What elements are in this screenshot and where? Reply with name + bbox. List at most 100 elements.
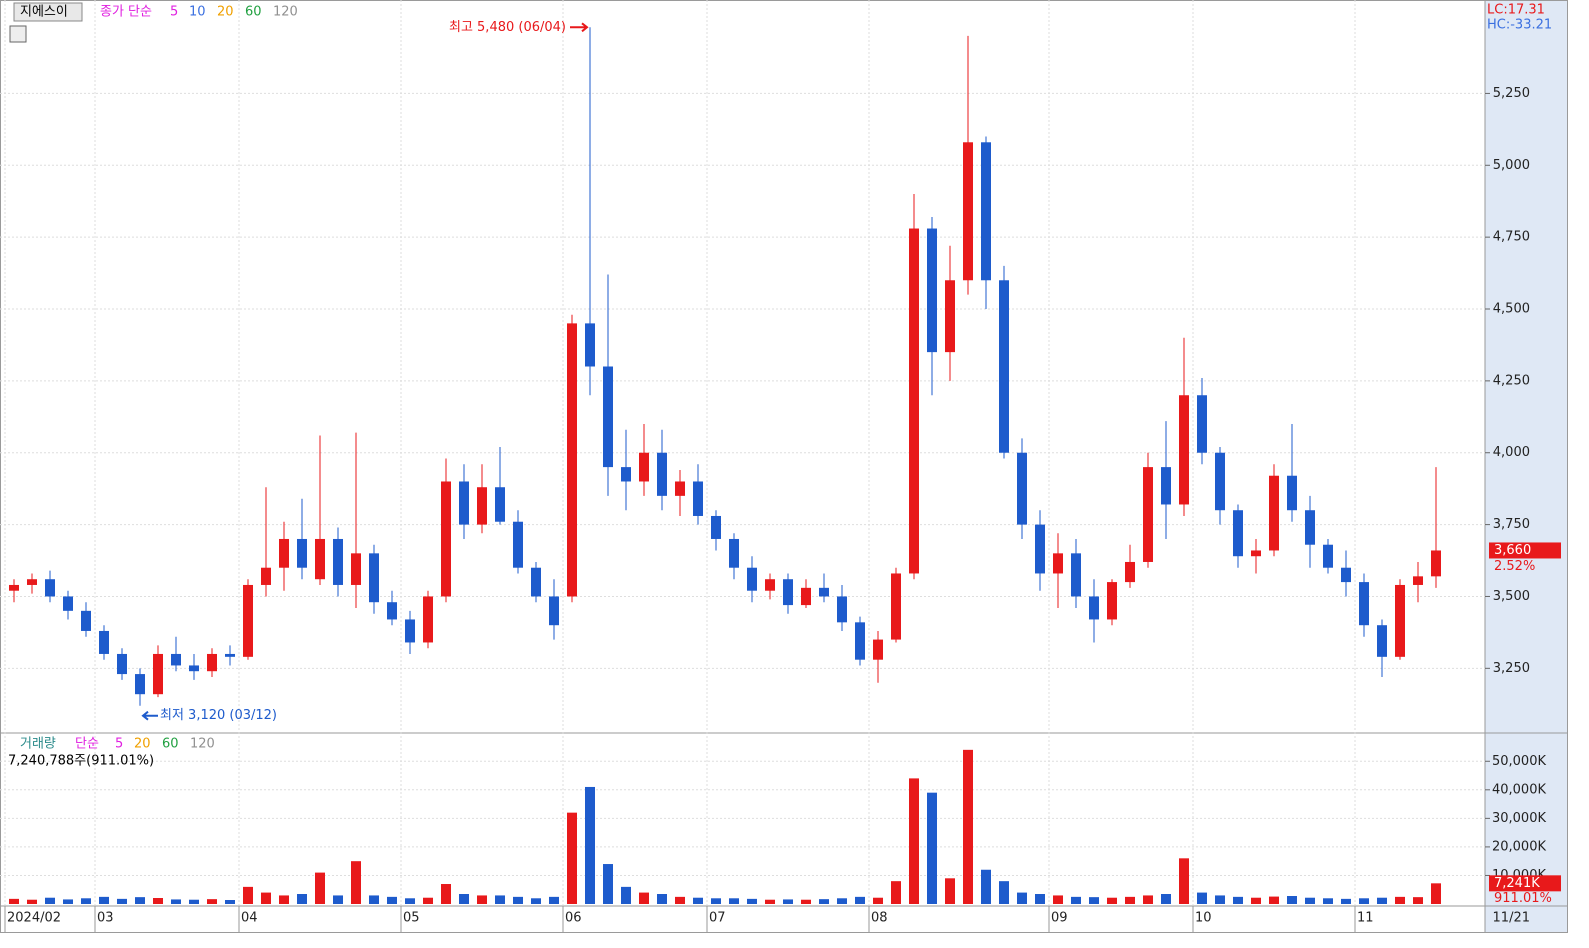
candle-body — [279, 538, 289, 568]
x-tick-label: 08 — [871, 911, 888, 926]
volume-bar — [243, 886, 253, 904]
volume-bar — [225, 900, 235, 904]
candle-body — [549, 596, 559, 626]
volume-bar — [981, 869, 991, 904]
candle-body — [459, 481, 469, 525]
legend-item: 5 — [170, 5, 178, 20]
legend-item: 120 — [273, 5, 298, 20]
volume-bar — [1161, 894, 1171, 904]
y-tick-label: 40,000K — [1492, 782, 1546, 797]
volume-bar — [1305, 897, 1315, 904]
candle-body — [1287, 475, 1297, 511]
high-annotation: 최고 5,480 (06/04) — [449, 20, 566, 35]
volume-bar — [603, 864, 613, 904]
volume-bar — [657, 894, 667, 904]
y-tick-label: 4,750 — [1493, 230, 1530, 245]
candle-body — [657, 452, 667, 496]
volume-bar — [1035, 894, 1045, 904]
frame — [0, 0, 1568, 933]
candle-body — [1161, 467, 1171, 505]
volume-bar — [189, 899, 199, 904]
volume-bar — [585, 786, 595, 904]
x-tick-label: 09 — [1051, 911, 1068, 926]
volume-bar — [675, 896, 685, 904]
candle-body — [567, 323, 577, 597]
candle-body — [171, 653, 181, 666]
candle-body — [999, 280, 1009, 453]
price-tag-label: 3,660 — [1494, 543, 1531, 558]
candle-body — [1413, 576, 1423, 585]
volume-bar — [153, 898, 163, 904]
candle-body — [225, 653, 235, 657]
volume-bar — [1269, 896, 1279, 904]
volume-bar — [99, 896, 109, 904]
volume-bar — [495, 895, 505, 904]
candle-body — [135, 674, 145, 695]
volume-bar — [1431, 883, 1441, 904]
candle-body — [585, 323, 595, 367]
volume-bar — [1179, 858, 1189, 904]
volume-bar — [1107, 897, 1117, 904]
volume-bar — [1143, 895, 1153, 904]
volume-bar — [351, 861, 361, 904]
volume-tag-label: 7,241K — [1494, 876, 1540, 891]
table-icon[interactable] — [9, 25, 27, 43]
candle-body — [495, 487, 505, 522]
legend-item: 20 — [134, 737, 151, 752]
symbol-box[interactable] — [13, 2, 83, 22]
volume-bar — [837, 898, 847, 904]
candle-body — [9, 584, 19, 591]
candle-body — [1125, 561, 1135, 583]
volume-bar — [783, 899, 793, 904]
volume-bar — [1287, 896, 1297, 904]
candle-body — [261, 567, 271, 585]
y-tick-label: 3,500 — [1493, 589, 1530, 604]
candle-body — [297, 538, 307, 568]
y-tick-label: 4,500 — [1493, 302, 1530, 317]
arrow — [141, 710, 158, 721]
candle-body — [1143, 467, 1153, 562]
volume-bar — [693, 897, 703, 904]
candle-body — [1233, 510, 1243, 557]
candle-body — [963, 142, 973, 281]
candle-body — [1179, 395, 1189, 505]
volume-bar — [1323, 898, 1333, 904]
volume-bar — [909, 778, 919, 904]
volume-bar — [513, 896, 523, 904]
candle-body — [621, 467, 631, 482]
volume-bar — [279, 895, 289, 904]
candle-body — [387, 602, 397, 620]
lc-label: LC:17.31 — [1487, 3, 1545, 18]
volume-bar — [1341, 898, 1351, 904]
candle-body — [1395, 584, 1405, 657]
candle-body — [1107, 582, 1117, 620]
volume-bar — [549, 896, 559, 904]
candle-body — [783, 579, 793, 606]
volume-bar — [729, 898, 739, 904]
hc-label: HC:-33.21 — [1487, 18, 1552, 33]
volume-bar — [45, 897, 55, 904]
volume-bar — [27, 899, 37, 904]
candle-body — [891, 573, 901, 640]
volume-bar — [207, 899, 217, 904]
candle-body — [1017, 452, 1027, 525]
candle-body — [945, 280, 955, 353]
volume-bar — [1053, 895, 1063, 904]
volume-bar — [297, 894, 307, 904]
volume-bar — [531, 898, 541, 904]
volume-bar — [1125, 896, 1135, 904]
x-tick-label: 03 — [97, 911, 114, 926]
candle-body — [351, 553, 361, 585]
candle-body — [693, 481, 703, 516]
candle-body — [873, 639, 883, 660]
candle-body — [369, 553, 379, 603]
volume-bar — [1395, 896, 1405, 904]
volume-bar — [9, 898, 19, 904]
volume-bar — [135, 897, 145, 904]
volume-bar — [261, 892, 271, 904]
candle-body — [1431, 550, 1441, 577]
volume-bar — [1413, 897, 1423, 904]
volume-summary: 7,240,788주(911.01%) — [8, 754, 154, 769]
